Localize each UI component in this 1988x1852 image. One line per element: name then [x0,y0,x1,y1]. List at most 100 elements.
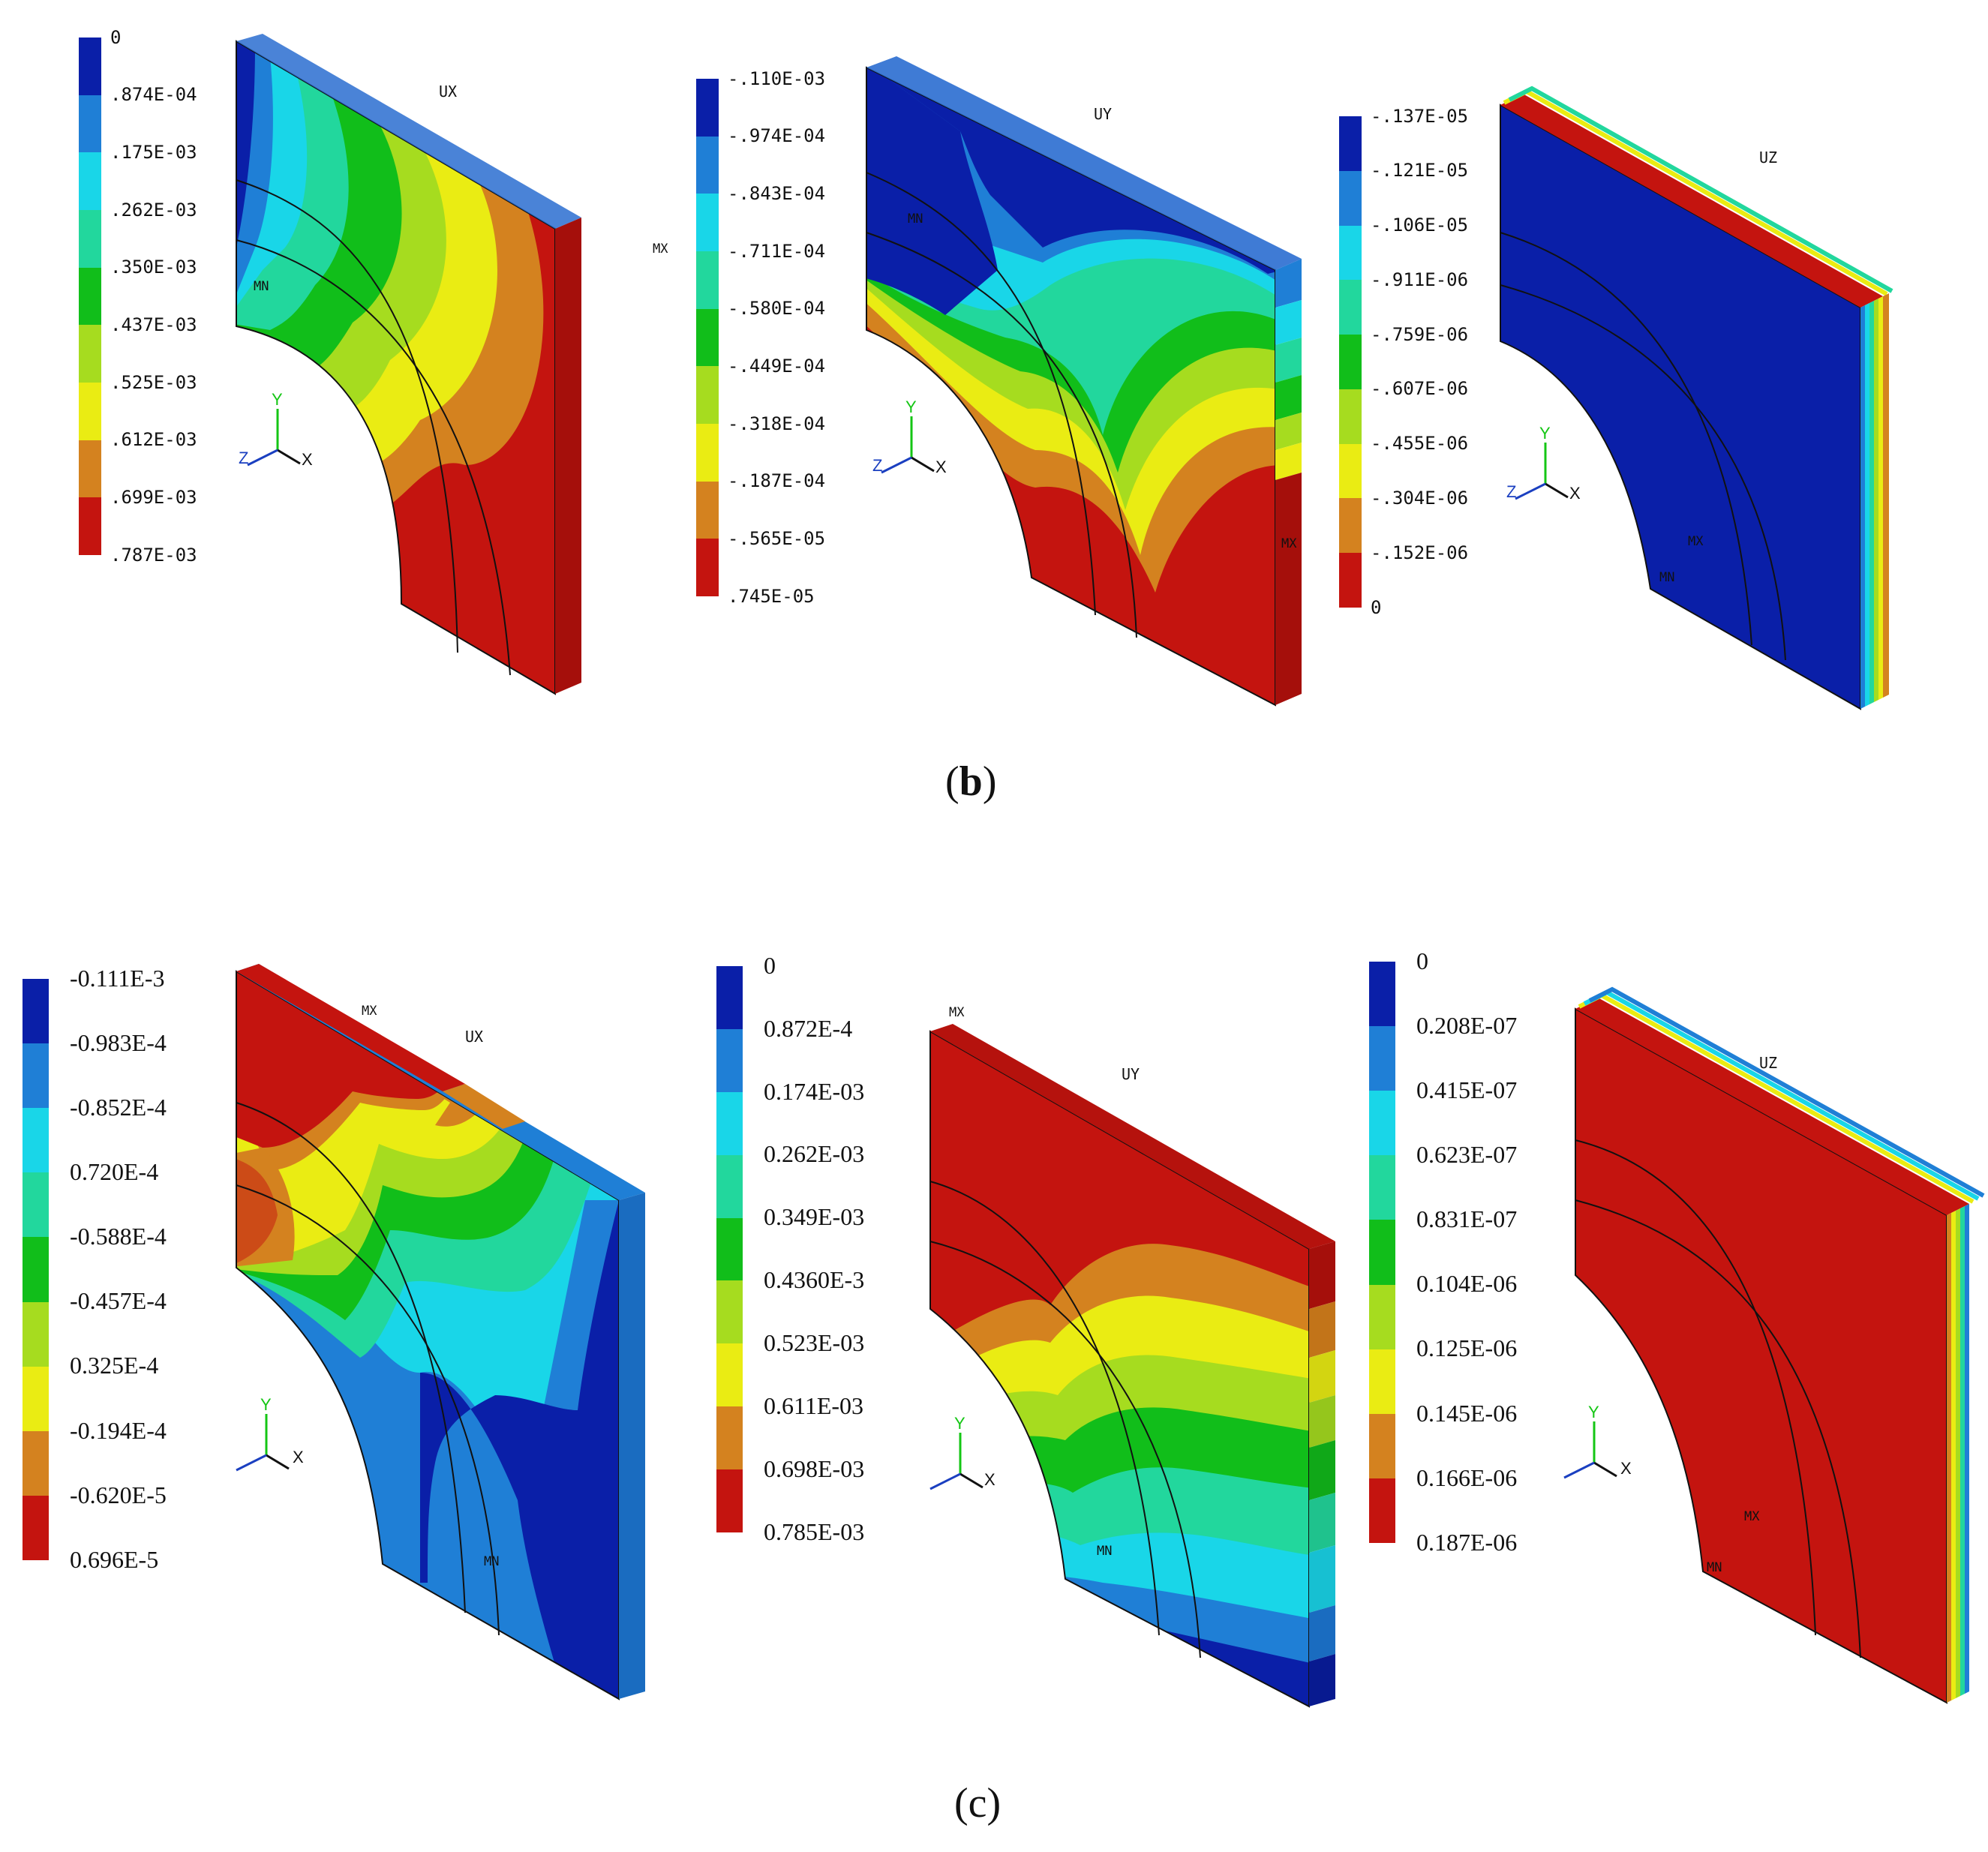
legend-label: -0.983E-4 [70,1028,167,1056]
legend-swatch [79,267,101,326]
legend-label: 0.187E-06 [1416,1528,1518,1556]
marker-b-uy-mx: MX [1281,536,1297,551]
axis-triad-c1 [236,1414,290,1472]
legend-label: -.843E-04 [728,182,826,204]
axis-triad-b1 [247,409,301,467]
plot-title-c-uy: UY [1122,1065,1140,1083]
legend-swatch [23,1301,49,1367]
legend-swatch [696,79,719,137]
triad-b1-x: X [302,450,313,469]
legend-swatch [1339,116,1362,172]
legend-swatch [716,1217,743,1281]
legend-label: 0.698E-03 [764,1454,865,1482]
legend-label: -.911E-06 [1371,269,1469,290]
legend-swatch [696,194,719,252]
legend-label: -.711E-04 [728,240,826,262]
legend-label: .699E-03 [110,486,197,508]
legend-label: 0 [110,26,122,48]
marker-b-uz-mn: MN [1659,570,1675,585]
axis-triad-c2 [929,1433,983,1490]
triad-c2-x: X [984,1470,996,1489]
legend-bar-c-uy [716,966,743,1533]
plot-b-uz [1500,86,1893,710]
legend-swatch [716,1280,743,1344]
triad-b3-y: Y [1539,424,1551,443]
legend-swatch [716,1343,743,1407]
legend-label: -.304E-06 [1371,488,1469,509]
legend-label: .350E-03 [110,257,197,278]
marker-c-uz-mn: MN [1707,1560,1722,1575]
legend-bar-c-uz [1369,962,1395,1544]
legend-swatch [79,440,101,498]
legend-swatch [696,308,719,367]
legend-bar-b-ux [79,38,101,556]
legend-swatch [696,136,719,194]
marker-c-uy-mx: MX [949,1005,965,1020]
legend-label: 0.104E-06 [1416,1270,1518,1298]
triad-b2-z: Z [872,456,883,475]
marker-c-uy-mn: MN [1097,1544,1113,1559]
legend-swatch [716,1154,743,1219]
legend-swatch [23,1108,49,1173]
legend-swatch [716,1028,743,1093]
legend-swatch [1369,1091,1395,1156]
legend-swatch [716,1406,743,1470]
marker-c-ux-mn: MN [484,1554,500,1569]
legend-swatch [1339,170,1362,227]
plot-title-b-uy: UY [1094,105,1113,123]
legend-swatch [716,966,743,1030]
triad-c3-x: X [1620,1459,1632,1478]
legend-label: 0.720E-4 [70,1158,159,1186]
legend-swatch [1339,498,1362,554]
legend-swatch [79,325,101,383]
legend-label: 0.208E-07 [1416,1011,1518,1039]
legend-label: -.565E-05 [728,527,826,549]
legend-label: 0.166E-06 [1416,1463,1518,1491]
legend-label: -.137E-05 [1371,105,1469,127]
legend-label: -.106E-05 [1371,215,1469,236]
legend-label: 0.611E-03 [764,1392,864,1420]
axis-triad-b3 [1515,443,1569,500]
legend-swatch [1369,1220,1395,1286]
legend-label: -.455E-06 [1371,433,1469,455]
axis-triad-b2 [881,416,935,474]
legend-label: 0.696E-5 [70,1545,159,1573]
legend-label: .175E-03 [110,141,197,163]
legend-label: -.759E-06 [1371,323,1469,345]
plot-c-uz [1575,986,1985,1704]
legend-label: 0.831E-07 [1416,1205,1518,1233]
marker-b-ux-mn: MN [254,279,269,294]
legend-bar-b-uy [696,79,719,597]
legend-swatch [696,366,719,425]
legend-label: -0.588E-4 [70,1223,167,1250]
plot-b-ux [236,34,581,695]
caption-c: (c) [954,1780,1002,1826]
plot-b-uy [866,56,1302,707]
legend-label: .437E-03 [110,314,197,335]
legend-swatch [23,1172,49,1238]
marker-b-ux-mx: MX [653,242,668,257]
triad-c1-y: Y [260,1395,272,1414]
legend-label: 0.174E-03 [764,1077,865,1105]
legend-swatch [1369,1026,1395,1091]
legend-label: 0.262E-03 [764,1140,865,1168]
legend-swatch [23,1043,49,1109]
legend-label: -.187E-04 [728,470,826,492]
legend-swatch [1369,1413,1395,1479]
legend-swatch [1369,1155,1395,1220]
legend-swatch [1339,225,1362,281]
plot-title-b-ux: UX [439,83,458,101]
legend-label: 0.785E-03 [764,1517,865,1545]
marker-b-uy-mn: MN [908,212,923,227]
legend-swatch [696,251,719,310]
legend-swatch [1369,1349,1395,1415]
legend-swatch [1339,335,1362,390]
caption-b-letter: b [959,758,983,805]
legend-swatch [23,1430,49,1496]
legend-label: -.110E-03 [728,68,826,89]
triad-b2-y: Y [905,398,917,416]
triad-c3-y: Y [1588,1403,1599,1421]
legend-swatch [79,210,101,269]
legend-label: .787E-03 [110,544,197,566]
